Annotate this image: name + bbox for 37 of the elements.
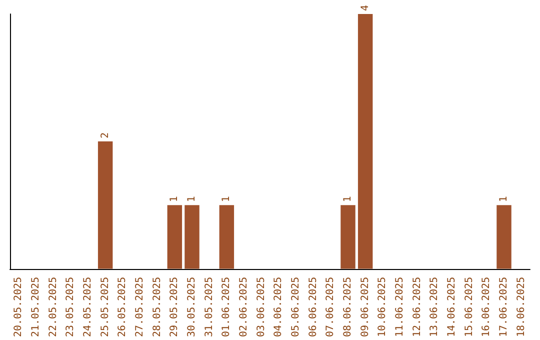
x-tick-label: 02.06.2025 (238, 276, 250, 338)
data-label: 1 (221, 196, 232, 202)
x-tick-label: 13.06.2025 (429, 276, 440, 338)
x-tick-label: 12.06.2025 (412, 276, 423, 338)
x-tick-label: 31.05.2025 (204, 276, 215, 338)
x-tick-label: 08.06.2025 (342, 276, 354, 338)
x-tick-label: 22.05.2025 (48, 276, 59, 338)
x-tick-label: 06.06.2025 (308, 276, 319, 338)
x-tick-label: 16.06.2025 (481, 276, 492, 338)
x-tick-label: 10.06.2025 (377, 276, 388, 338)
x-tick-label: 20.05.2025 (13, 276, 24, 338)
x-tick-label: 24.05.2025 (82, 276, 94, 338)
data-label: 1 (498, 196, 510, 202)
x-tick-label: 11.06.2025 (394, 276, 406, 338)
data-label: 1 (186, 196, 198, 202)
x-tick-label: 17.06.2025 (498, 276, 510, 338)
x-tick-label: 30.05.2025 (186, 276, 198, 338)
x-tick-label: 09.06.2025 (360, 276, 371, 338)
x-tick-label: 07.06.2025 (325, 276, 336, 338)
x-tick-label: 05.06.2025 (290, 276, 302, 338)
x-tick-label: 26.05.2025 (117, 276, 128, 338)
x-tick-label: 21.05.2025 (30, 276, 42, 338)
data-label: 4 (360, 4, 371, 11)
x-tick-label: 23.05.2025 (65, 276, 76, 338)
x-tick-label: 18.06.2025 (516, 276, 527, 338)
x-tick-label: 27.05.2025 (134, 276, 146, 338)
x-tick-label: 03.06.2025 (256, 276, 267, 338)
x-tick-label: 14.06.2025 (446, 276, 458, 338)
data-label: 2 (100, 132, 111, 138)
x-tick-label: 15.06.2025 (464, 276, 475, 338)
x-tick-label: 28.05.2025 (152, 276, 163, 338)
x-tick-label: 04.06.2025 (273, 276, 284, 338)
x-tick-label: 01.06.2025 (221, 276, 232, 338)
x-tick-label: 25.05.2025 (100, 276, 111, 338)
data-label: 1 (169, 196, 180, 202)
data-label: 1 (342, 196, 354, 202)
x-tick-label: 29.05.2025 (169, 276, 180, 338)
